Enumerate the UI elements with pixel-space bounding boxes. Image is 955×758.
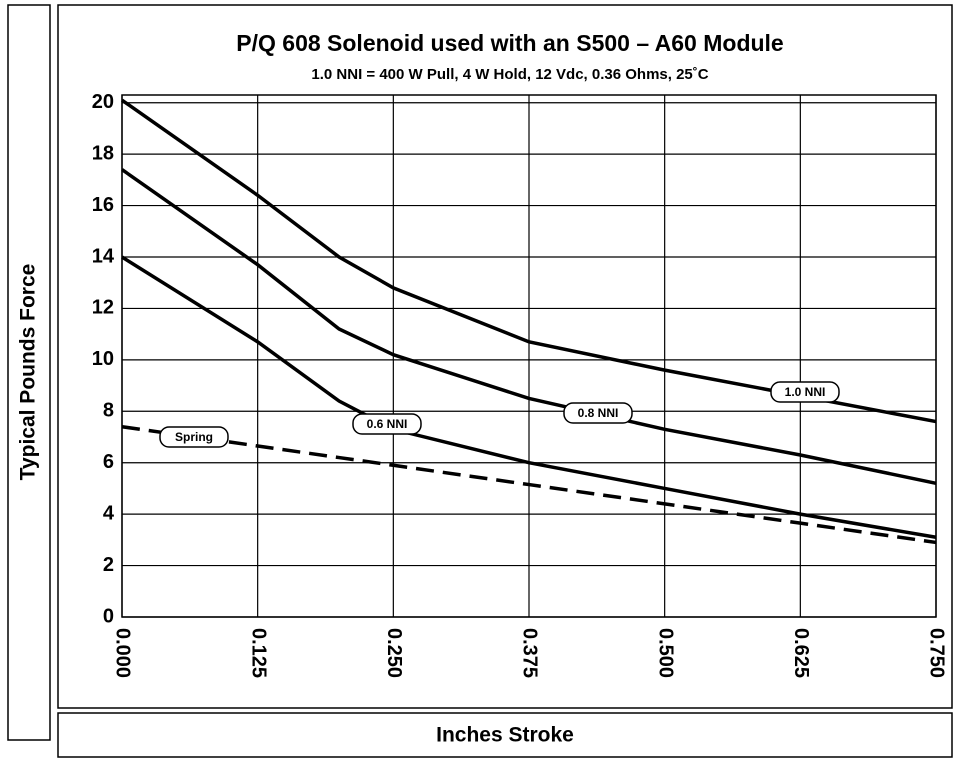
y-tick-label: 18: [92, 142, 114, 164]
series-label-text: 0.6 NNI: [367, 417, 408, 431]
y-tick-label: 12: [92, 297, 114, 319]
x-tick-label: 0.000: [112, 628, 134, 678]
y-tick-label: 4: [103, 502, 115, 524]
y-tick-label: 10: [92, 348, 114, 370]
chart-title: P/Q 608 Solenoid used with an S500 – A60…: [236, 30, 783, 56]
series-label-box: [770, 381, 840, 403]
y-tick-label: 16: [92, 194, 114, 216]
series-label-text: 1.0 NNI: [785, 385, 826, 399]
x-label-box: [57, 712, 953, 758]
series-label-box: [563, 402, 633, 424]
series-label: Spring: [159, 426, 229, 448]
series-label-text: 0.8 NNI: [578, 406, 619, 420]
x-axis-label: Inches Stroke: [436, 724, 574, 747]
y-axis-label: Typical Pounds Force: [17, 264, 40, 481]
x-tick-label: 0.375: [519, 628, 541, 678]
series-label: 0.8 NNI: [563, 402, 633, 424]
y-label-box: [7, 4, 51, 741]
series-label-box: [352, 413, 422, 435]
x-tick-label: 0.250: [383, 628, 405, 678]
series-label-text: Spring: [175, 430, 213, 444]
y-tick-label: 8: [103, 400, 114, 422]
y-tick-label: 14: [92, 245, 115, 267]
x-tick-label: 0.750: [926, 628, 948, 678]
y-tick-label: 20: [92, 91, 114, 113]
x-tick-label: 0.125: [247, 628, 269, 678]
y-tick-label: 2: [103, 554, 114, 576]
y-tick-label: 0: [103, 605, 114, 627]
series-line: [121, 255, 937, 540]
series-line: [120, 168, 937, 485]
series-label: 1.0 NNI: [770, 381, 840, 403]
x-tick-label: 0.500: [654, 628, 676, 678]
chart-subtitle: 1.0 NNI = 400 W Pull, 4 W Hold, 12 Vdc, …: [311, 66, 708, 83]
series-label: 0.6 NNI: [352, 413, 422, 435]
series-label-box: [159, 426, 229, 448]
plot-box: [57, 4, 953, 709]
x-tick-label: 0.625: [790, 628, 812, 678]
y-tick-label: 6: [103, 451, 114, 473]
series-line: [121, 424, 937, 545]
